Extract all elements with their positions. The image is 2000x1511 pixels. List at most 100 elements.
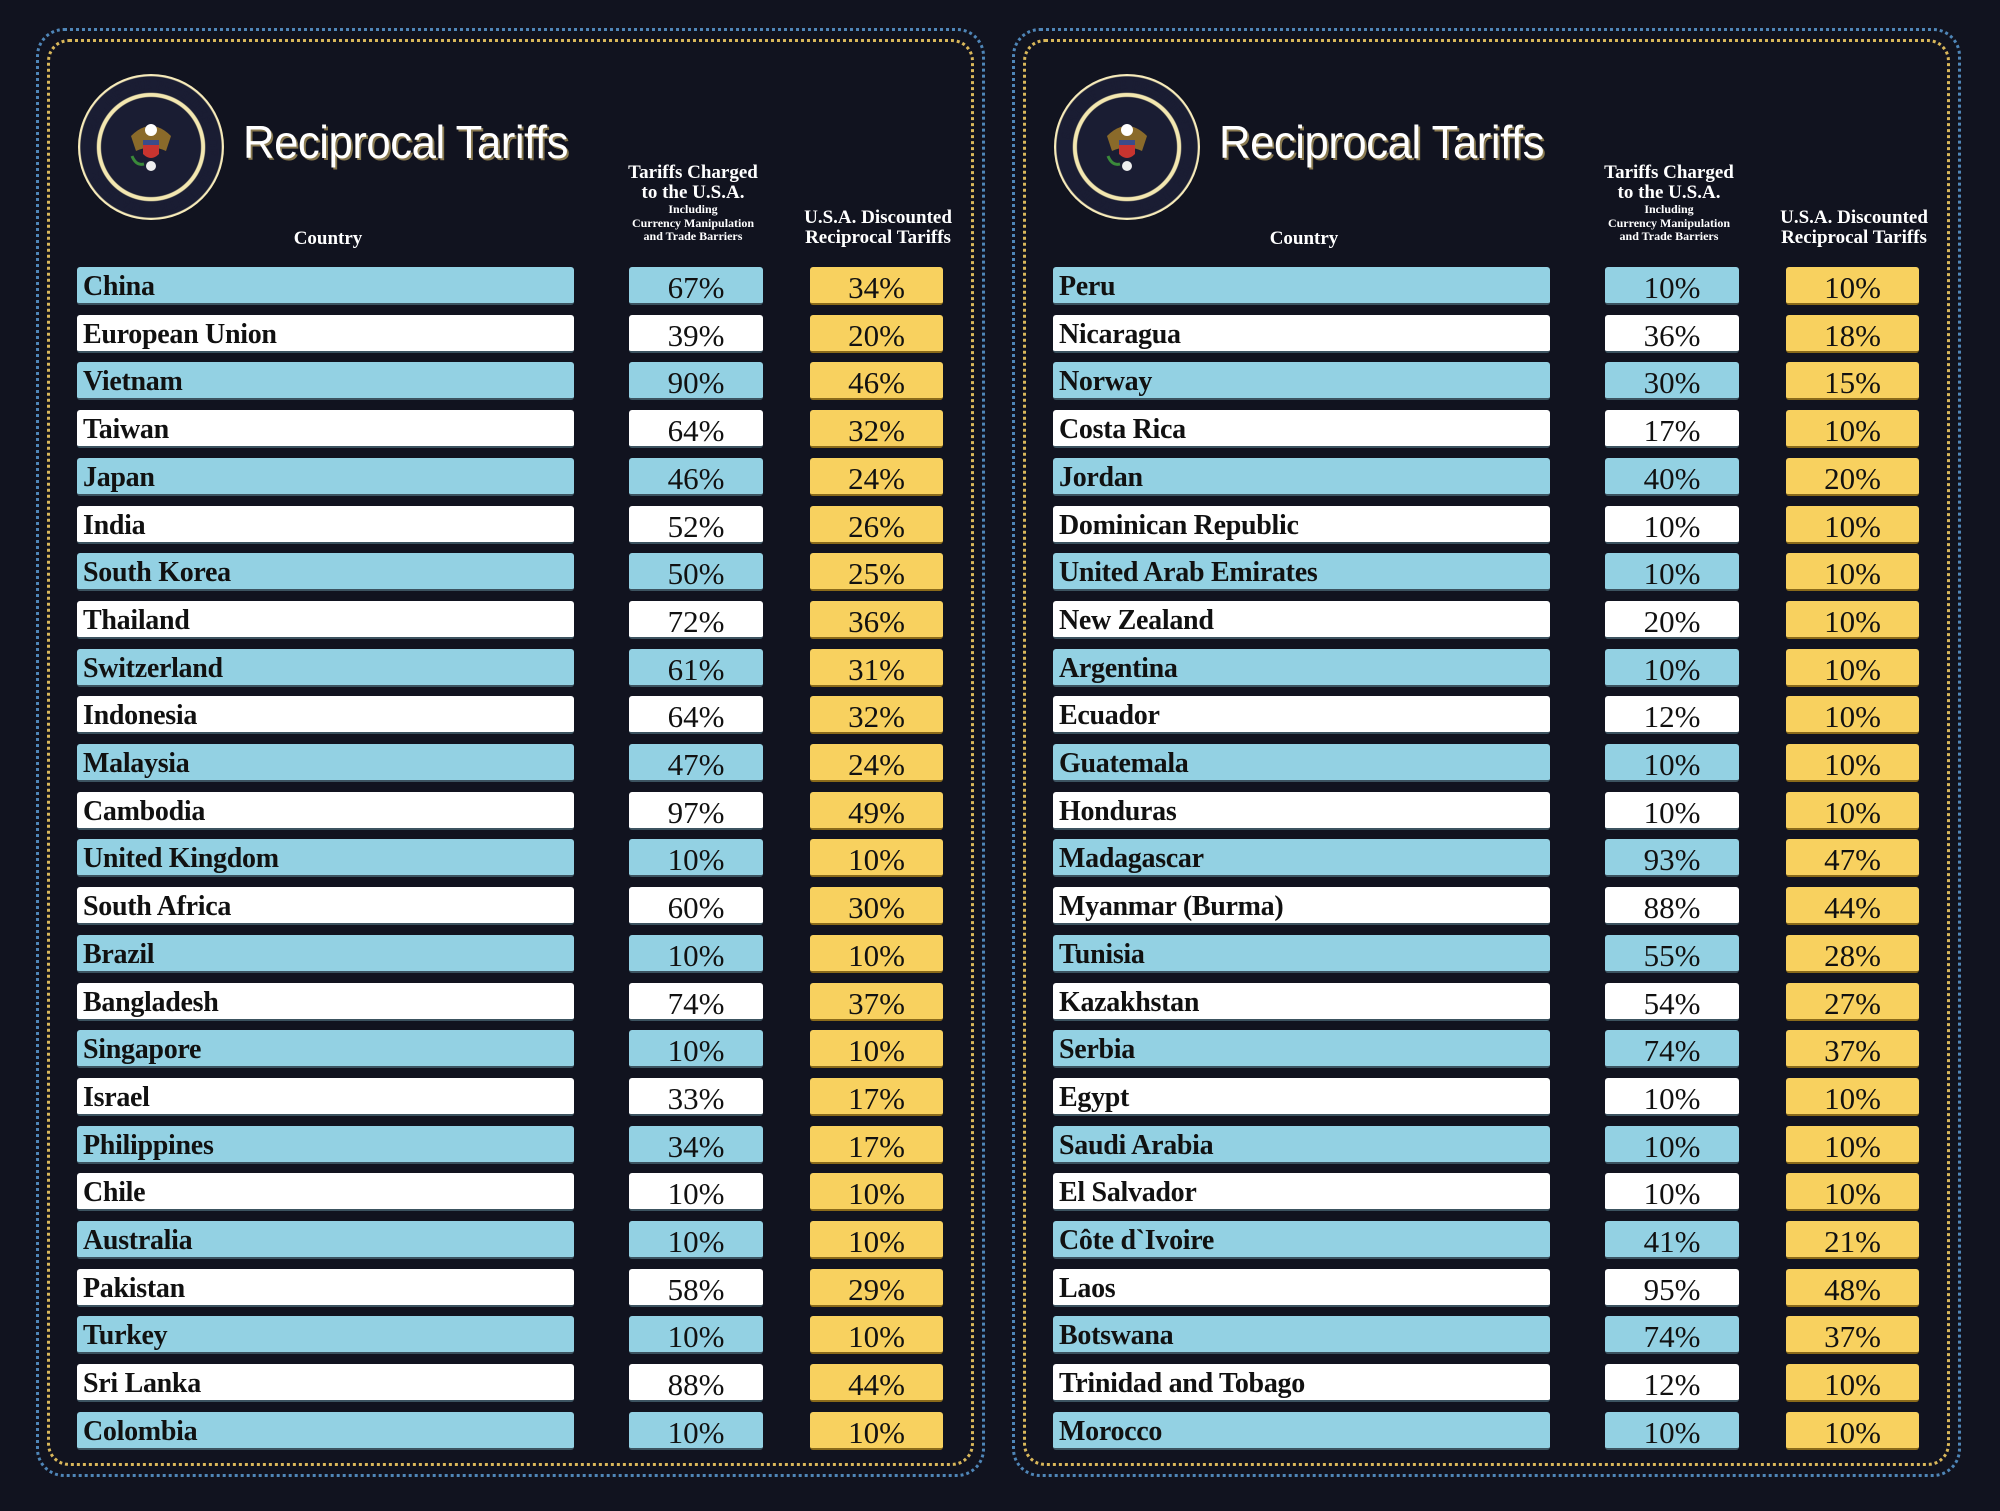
country-cell: Jordan [1053, 457, 1550, 496]
country-cell: Turkey [77, 1316, 574, 1355]
reciprocal-tariff-cell: 10% [810, 839, 943, 878]
reciprocal-tariff-cell: 30% [810, 887, 943, 926]
table-row: Morocco 10% 10% [1015, 1411, 1964, 1450]
table-row: Colombia 10% 10% [39, 1411, 988, 1450]
country-cell: Sri Lanka [77, 1364, 574, 1403]
country-cell: Saudi Arabia [1053, 1125, 1550, 1164]
table-row: Cambodia 97% 49% [39, 791, 988, 830]
table-row: Honduras 10% 10% [1015, 791, 1964, 830]
reciprocal-tariff-cell: 10% [1786, 1364, 1919, 1403]
country-cell: Israel [77, 1077, 574, 1116]
tariff-charged-cell: 17% [1605, 410, 1739, 449]
table-row: Dominican Republic 10% 10% [1015, 505, 1964, 544]
country-cell: Guatemala [1053, 744, 1550, 782]
reciprocal-tariff-cell: 46% [810, 362, 943, 401]
table-panel: SEAL OF THE PRESIDENT OF THE UNITED STAT… [1012, 28, 1961, 1477]
table-row: Kazakhstan 54% 27% [1015, 982, 1964, 1021]
table-row: Australia 10% 10% [39, 1221, 988, 1259]
header-subline: Including [1644, 201, 1694, 216]
header-line: Tariffs Charged [628, 162, 758, 183]
header-line: to the U.S.A. [1617, 181, 1721, 203]
reciprocal-tariff-cell: 15% [1786, 362, 1919, 401]
tariff-charged-cell: 41% [1605, 1221, 1739, 1259]
country-cell: Singapore [77, 1030, 574, 1069]
tariff-charged-cell: 10% [629, 1316, 763, 1355]
table-row: Switzerland 61% 31% [39, 648, 988, 687]
reciprocal-tariff-cell: 34% [810, 267, 943, 305]
header-subline: and Trade Barriers [1619, 229, 1719, 244]
reciprocal-tariff-cell: 36% [810, 600, 943, 639]
reciprocal-tariff-cell: 44% [810, 1364, 943, 1403]
table-row: China 67% 34% [39, 267, 988, 305]
table-row: New Zealand 20% 10% [1015, 600, 1964, 639]
country-cell: South Korea [77, 553, 574, 592]
table-row: Singapore 10% 10% [39, 1030, 988, 1069]
tariff-charged-cell: 72% [629, 600, 763, 639]
reciprocal-tariff-cell: 32% [810, 410, 943, 449]
reciprocal-tariff-cell: 10% [1786, 600, 1919, 639]
tariff-charged-cell: 10% [1605, 553, 1739, 592]
country-cell: Myanmar (Burma) [1053, 887, 1550, 926]
reciprocal-tariff-cell: 10% [1786, 1173, 1919, 1212]
country-cell: Madagascar [1053, 839, 1550, 878]
table-row: Bangladesh 74% 37% [39, 982, 988, 1021]
country-cell: Indonesia [77, 696, 574, 735]
country-cell: Egypt [1053, 1077, 1550, 1116]
tariff-charged-cell: 74% [1605, 1316, 1739, 1355]
reciprocal-tariff-cell: 25% [810, 553, 943, 592]
country-cell: Botswana [1053, 1316, 1550, 1355]
column-header-discounted-tariffs: U.S.A. Discounted Reciprocal Tariffs [788, 208, 968, 248]
tariff-charged-cell: 47% [629, 744, 763, 782]
reciprocal-tariff-cell: 47% [1786, 839, 1919, 878]
reciprocal-tariff-cell: 10% [1786, 1411, 1919, 1450]
reciprocal-tariff-cell: 10% [810, 934, 943, 973]
tariff-charged-cell: 10% [629, 839, 763, 878]
country-cell: Colombia [77, 1411, 574, 1450]
table-row: Botswana 74% 37% [1015, 1316, 1964, 1355]
tariff-charged-cell: 10% [1605, 267, 1739, 305]
country-cell: Switzerland [77, 648, 574, 687]
reciprocal-tariff-cell: 37% [810, 982, 943, 1021]
country-cell: Brazil [77, 934, 574, 973]
tariff-charged-cell: 10% [629, 1173, 763, 1212]
table-row: Philippines 34% 17% [39, 1125, 988, 1164]
country-cell: Australia [77, 1221, 574, 1259]
country-cell: Philippines [77, 1125, 574, 1164]
table-row: Vietnam 90% 46% [39, 362, 988, 401]
table-row: Ecuador 12% 10% [1015, 696, 1964, 735]
country-cell: Costa Rica [1053, 410, 1550, 449]
reciprocal-tariff-cell: 29% [810, 1268, 943, 1307]
tariff-charged-cell: 10% [1605, 505, 1739, 544]
reciprocal-tariff-cell: 10% [810, 1030, 943, 1069]
table-row: Thailand 72% 36% [39, 600, 988, 639]
country-cell: Malaysia [77, 744, 574, 782]
reciprocal-tariff-cell: 10% [1786, 505, 1919, 544]
reciprocal-tariff-cell: 37% [1786, 1316, 1919, 1355]
header-line: U.S.A. Discounted [804, 207, 952, 228]
tariff-charged-cell: 10% [1605, 744, 1739, 782]
reciprocal-tariff-cell: 26% [810, 505, 943, 544]
country-cell: Morocco [1053, 1411, 1550, 1450]
panel-border [47, 39, 974, 1466]
table-row: Pakistan 58% 29% [39, 1268, 988, 1307]
tariff-charged-cell: 67% [629, 267, 763, 305]
table-row: El Salvador 10% 10% [1015, 1173, 1964, 1212]
table-row: Saudi Arabia 10% 10% [1015, 1125, 1964, 1164]
country-cell: Laos [1053, 1268, 1550, 1307]
reciprocal-tariff-cell: 24% [810, 744, 943, 782]
presidential-seal-icon: SEAL OF THE PRESIDENT OF THE UNITED STAT… [78, 74, 224, 220]
tariff-charged-cell: 54% [1605, 982, 1739, 1021]
table-row: Serbia 74% 37% [1015, 1030, 1964, 1069]
reciprocal-tariff-cell: 10% [1786, 267, 1919, 305]
reciprocal-tariff-cell: 10% [810, 1411, 943, 1450]
reciprocal-tariff-cell: 24% [810, 457, 943, 496]
header-subline: Including [668, 201, 718, 216]
country-cell: Tunisia [1053, 934, 1550, 973]
table-row: Guatemala 10% 10% [1015, 744, 1964, 782]
country-cell: Honduras [1053, 791, 1550, 830]
panel-border [1023, 39, 1950, 1466]
table-row: Tunisia 55% 28% [1015, 934, 1964, 973]
tariff-charged-cell: 50% [629, 553, 763, 592]
table-row: Japan 46% 24% [39, 457, 988, 496]
header-line: to the U.S.A. [641, 181, 745, 203]
